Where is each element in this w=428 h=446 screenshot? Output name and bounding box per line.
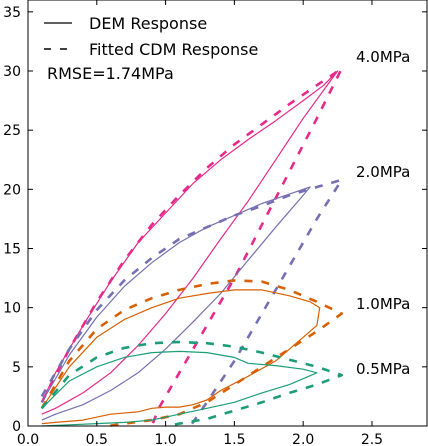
legend-label-dem: DEM Response <box>89 14 207 33</box>
x-axis: 0.0 0.5 1.0 1.5 2.0 2.5 <box>17 0 383 446</box>
x-tick-label: 0.0 <box>17 432 39 446</box>
series-1-dem-line <box>41 186 311 421</box>
x-tick-label: 1.0 <box>154 432 176 446</box>
rmse-label: RMSE=1.74MPa <box>47 64 174 83</box>
pressure-label-0: 4.0MPa <box>356 48 410 66</box>
legend-label-cdm: Fitted CDM Response <box>89 40 258 59</box>
y-tick-label: 10 <box>3 301 21 317</box>
x-tick-label: 2.5 <box>361 432 383 446</box>
x-tick-label: 2.0 <box>292 432 314 446</box>
x-tick-label: 0.5 <box>86 432 108 446</box>
series-0-cdm-line <box>40 67 344 427</box>
series-2-cdm-line <box>40 279 344 428</box>
y-tick-label: 0 <box>12 419 21 435</box>
pressure-label-3: 0.5MPa <box>356 360 410 378</box>
series-3-cdm-line <box>40 340 344 428</box>
pressure-annotations: 4.0MPa 2.0MPa 1.0MPa 0.5MPa <box>356 48 410 378</box>
y-tick-label: 25 <box>3 123 21 139</box>
y-tick-label: 15 <box>3 242 21 258</box>
y-tick-label: 35 <box>3 5 21 21</box>
y-axis: 0 5 10 15 20 25 30 35 <box>3 5 427 435</box>
y-tick-label: 20 <box>3 182 21 198</box>
y-tick-label: 30 <box>3 64 21 80</box>
pressure-label-1: 2.0MPa <box>356 163 410 181</box>
plot-frame <box>27 0 428 427</box>
series-layer <box>40 67 344 428</box>
y-tick-label: 5 <box>12 360 21 376</box>
series-0-dem-line <box>41 70 339 415</box>
legend: DEM Response Fitted CDM Response RMSE=1.… <box>44 14 258 83</box>
x-tick-label: 1.5 <box>223 432 245 446</box>
pressure-label-2: 1.0MPa <box>356 295 410 313</box>
series-1-cdm-line <box>40 178 344 427</box>
series-3-dem-line <box>41 350 318 427</box>
